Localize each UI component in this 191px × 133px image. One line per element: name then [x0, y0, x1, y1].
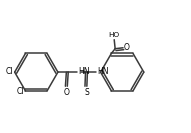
Text: O: O — [64, 88, 70, 97]
Text: HO: HO — [109, 32, 120, 38]
Text: HN: HN — [97, 67, 109, 76]
Text: S: S — [84, 88, 89, 97]
Text: Cl: Cl — [6, 67, 13, 76]
Text: Cl: Cl — [17, 87, 24, 96]
Text: O: O — [124, 43, 130, 52]
Text: HN: HN — [78, 67, 90, 76]
